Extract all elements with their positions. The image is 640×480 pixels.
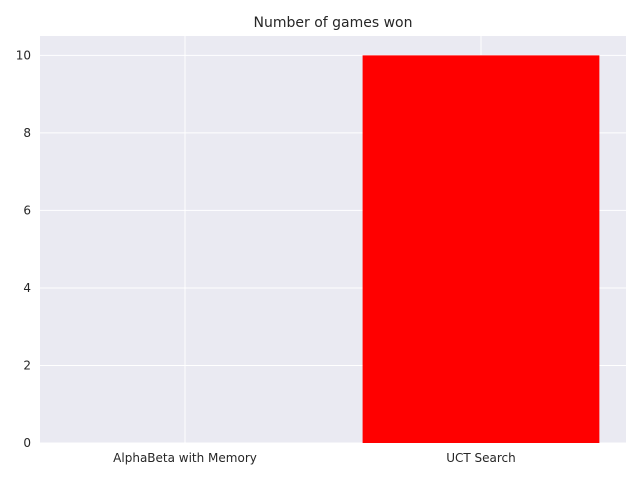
x-axis-ticks: AlphaBeta with Memory UCT Search — [113, 451, 516, 465]
x-tick-label: AlphaBeta with Memory — [113, 451, 257, 465]
y-tick-label: 8 — [23, 126, 31, 140]
y-tick-label: 4 — [23, 281, 31, 295]
x-tick-label: UCT Search — [446, 451, 516, 465]
y-tick-label: 10 — [16, 48, 31, 62]
y-axis-ticks: 0 2 4 6 8 10 — [16, 48, 31, 450]
y-tick-label: 0 — [23, 436, 31, 450]
chart-title: Number of games won — [254, 15, 413, 31]
y-tick-label: 2 — [23, 358, 31, 372]
bar-uct-search — [362, 55, 600, 443]
bars — [362, 55, 600, 443]
y-tick-label: 6 — [23, 203, 31, 217]
